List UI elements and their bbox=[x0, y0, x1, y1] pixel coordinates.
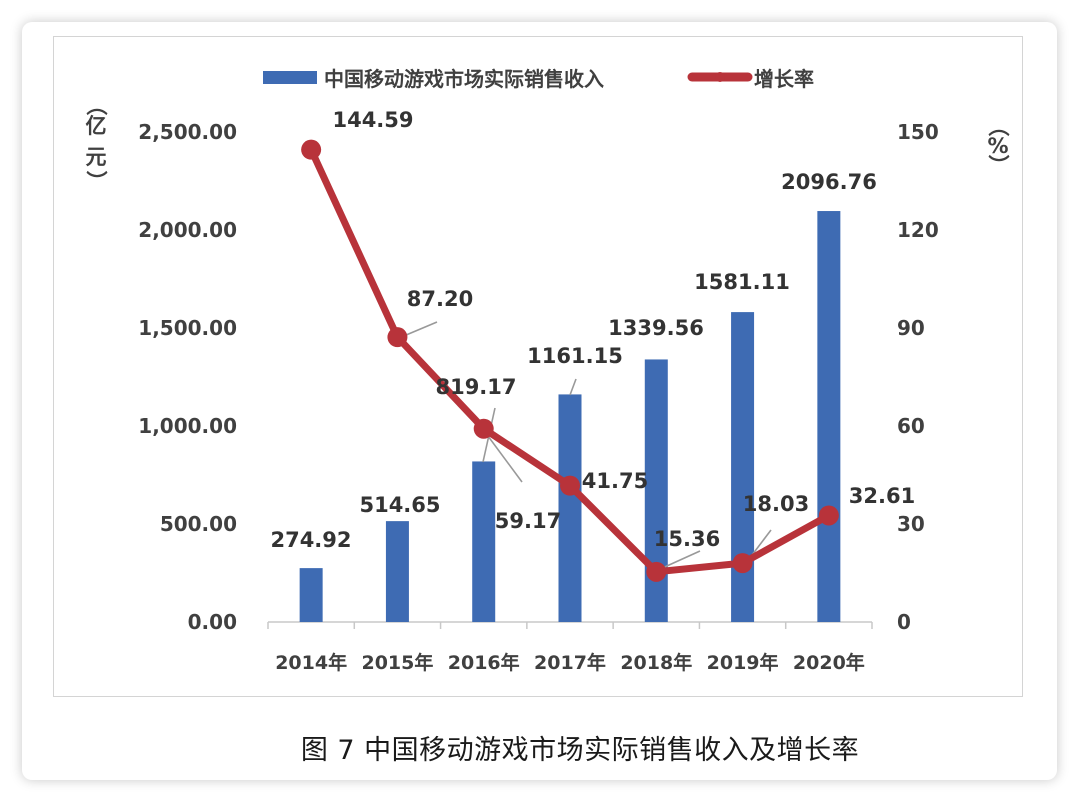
line-data-label: 144.59 bbox=[332, 108, 413, 132]
left-axis-tick-label: 1,500.00 bbox=[138, 316, 237, 340]
line-data-label: 87.20 bbox=[407, 287, 473, 311]
bar-data-label: 514.65 bbox=[359, 493, 440, 517]
bar-data-label: 2096.76 bbox=[781, 170, 877, 194]
x-axis-tick-label: 2020年 bbox=[793, 651, 865, 674]
x-axis-tick-label: 2017年 bbox=[534, 651, 606, 674]
x-axis-tick-label: 2018年 bbox=[620, 651, 692, 674]
line-data-labels: 144.59 87.20 59.17 41.75 15.36 18.03 32.61 bbox=[332, 108, 915, 551]
bar-data-label: 819.17 bbox=[435, 375, 516, 399]
line-data-label: 59.17 bbox=[495, 509, 561, 533]
bar-data-label: 1339.56 bbox=[608, 316, 704, 340]
bar-data-labels: 274.92 514.65 819.17 1161.15 1339.56 1581.11 2… bbox=[270, 170, 876, 552]
svg-text:）: ） bbox=[986, 155, 1010, 176]
line-series bbox=[301, 139, 839, 582]
svg-text:元: 元 bbox=[86, 145, 107, 169]
legend-bar-label: 中国移动游戏市场实际销售收入 bbox=[324, 67, 604, 91]
bar bbox=[644, 359, 668, 622]
left-axis-tick-label: 2,000.00 bbox=[138, 218, 237, 242]
right-axis-tick-label: 30 bbox=[897, 512, 925, 536]
bar bbox=[472, 461, 496, 622]
right-axis-tick-label: 90 bbox=[897, 316, 925, 340]
left-axis-tick-label: 500.00 bbox=[160, 512, 237, 536]
left-axis-tick-label: 1,000.00 bbox=[138, 414, 237, 438]
bar bbox=[817, 211, 841, 622]
x-axis-tick-label: 2016年 bbox=[448, 651, 520, 674]
svg-text:%: % bbox=[987, 134, 1008, 158]
right-axis-ticks: 0 30 60 90 120 150 bbox=[897, 120, 939, 634]
line-marker bbox=[646, 561, 667, 582]
line-marker bbox=[560, 475, 580, 496]
right-axis-tick-label: 60 bbox=[897, 414, 925, 438]
line-marker bbox=[301, 139, 322, 160]
left-axis-unit-label: （亿元） bbox=[84, 95, 108, 192]
svg-text:（: （ bbox=[986, 116, 1010, 137]
left-axis-tick-label: 0.00 bbox=[188, 610, 237, 634]
x-axis-tick-label: 2015年 bbox=[361, 651, 433, 674]
line-data-label: 32.61 bbox=[849, 484, 915, 508]
line-marker bbox=[473, 418, 494, 439]
svg-text:（: （ bbox=[84, 95, 108, 116]
bar bbox=[299, 568, 323, 622]
bar bbox=[731, 312, 755, 622]
right-axis-tick-label: 120 bbox=[897, 218, 939, 242]
svg-text:亿: 亿 bbox=[86, 114, 107, 138]
x-axis-tick-label: 2019年 bbox=[707, 651, 779, 674]
left-axis-tick-label: 2,500.00 bbox=[138, 120, 237, 144]
svg-text:）: ） bbox=[84, 171, 108, 192]
bar-data-label: 1161.15 bbox=[527, 344, 623, 368]
x-axis-tick-label: 2014年 bbox=[275, 651, 347, 674]
bar-data-label: 1581.11 bbox=[694, 270, 790, 294]
legend-bar-swatch bbox=[263, 71, 317, 84]
left-axis-ticks: 0.00 500.00 1,000.00 1,500.00 2,000.00 2,500.… bbox=[138, 120, 237, 634]
chart-frame bbox=[53, 36, 1023, 697]
figure-caption: 图 7 中国移动游戏市场实际销售收入及增长率 bbox=[300, 735, 860, 766]
line-marker bbox=[818, 505, 839, 526]
line-marker bbox=[732, 553, 753, 574]
right-axis-unit-label: （%） bbox=[986, 116, 1010, 176]
legend-line-label: 增长率 bbox=[754, 67, 814, 91]
right-axis-tick-label: 0 bbox=[897, 610, 911, 634]
x-axis: 2014年 2015年 2016年 2017年 2018年 2019年 2020年 bbox=[267, 621, 873, 674]
line-data-label: 18.03 bbox=[743, 492, 809, 516]
legend: 中国移动游戏市场实际销售收入 增长率 bbox=[263, 67, 814, 91]
legend-line-marker bbox=[715, 72, 725, 82]
bar bbox=[385, 521, 409, 622]
bar-data-label: 274.92 bbox=[270, 528, 351, 552]
line-marker bbox=[387, 327, 408, 348]
line-data-label: 15.36 bbox=[654, 527, 720, 551]
bar bbox=[558, 394, 582, 622]
right-axis-tick-label: 150 bbox=[897, 120, 939, 144]
line-data-label: 41.75 bbox=[582, 469, 648, 493]
